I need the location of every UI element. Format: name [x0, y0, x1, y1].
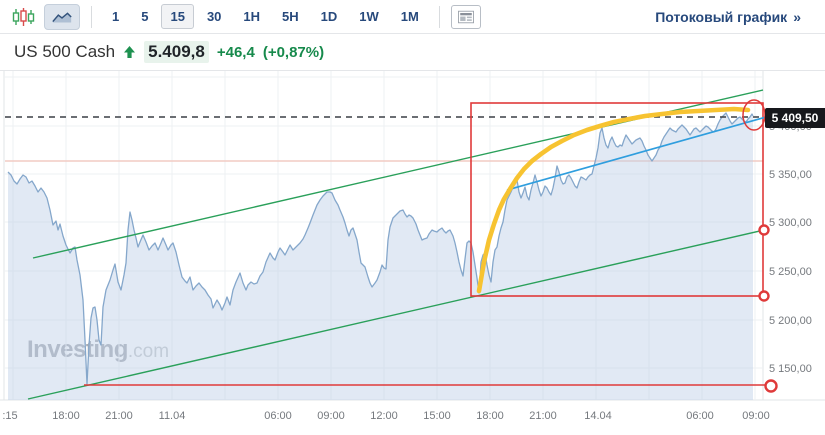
y-axis-tick-label: 5 250,00 [769, 266, 812, 278]
y-axis-tick-label: 5 300,00 [769, 217, 812, 229]
yellow-momentum-curve[interactable] [476, 106, 751, 294]
annotation-rectangle[interactable] [470, 102, 764, 297]
x-axis-tick-label: 14.04 [584, 410, 612, 422]
timeframe-button-1m[interactable]: 1M [392, 4, 428, 29]
y-axis-tick-label: 5 200,00 [769, 315, 812, 327]
watermark-light: .com [128, 341, 169, 362]
candlestick-chart-button[interactable] [10, 5, 37, 29]
news-panel-icon [457, 10, 474, 23]
news-panel-button[interactable] [450, 4, 481, 29]
annotation-drag-handle[interactable] [764, 379, 778, 393]
x-axis-tick-label: 11.04 [159, 410, 186, 422]
instrument-header: US 500 Cash 5.409,8 +46,4 (+0,87%) [0, 34, 825, 71]
streaming-chart-link[interactable]: Потоковый график » [655, 9, 801, 25]
timeframe-button-30[interactable]: 30 [198, 4, 230, 29]
timeframe-group: 1 5 15 30 1H 5H 1D 1W 1M [103, 4, 428, 29]
timeframe-button-5[interactable]: 5 [132, 4, 157, 29]
x-axis-tick-label: 06:00 [264, 410, 292, 422]
x-axis-tick-label: 21:00 [105, 410, 133, 422]
channel-lower-trendline[interactable] [27, 229, 765, 400]
timeframe-button-1w[interactable]: 1W [350, 4, 388, 29]
instrument-title: US 500 Cash [14, 42, 116, 61]
watermark-bold: Investing [27, 336, 128, 363]
timeframe-button-1h[interactable]: 1H [234, 4, 269, 29]
up-arrow-icon [124, 46, 136, 58]
chevron-right-icon: » [793, 8, 801, 25]
price-change-percent: (+0,87%) [262, 43, 325, 61]
x-axis-tick-label: 15:00 [423, 410, 451, 422]
x-axis-tick-label: 06:00 [686, 410, 714, 422]
x-axis-tick-label: :15 [2, 410, 17, 422]
price-line [7, 112, 754, 385]
chart-toolbar: 1 5 15 30 1H 5H 1D 1W 1M Потоковый график » [0, 0, 825, 34]
toolbar-divider [91, 5, 92, 28]
y-axis-tick-label: 5 350,00 [769, 169, 812, 181]
x-axis-tick-label: 18:00 [52, 410, 80, 422]
timeframe-button-1[interactable]: 1 [103, 4, 128, 29]
x-axis-tick-label: 12:00 [370, 410, 398, 422]
x-axis-tick-label: 09:00 [317, 410, 345, 422]
timeframe-button-1d[interactable]: 1D [312, 4, 347, 29]
timeframe-button-15[interactable]: 15 [161, 4, 194, 29]
annotation-drag-handle[interactable] [758, 290, 770, 302]
x-axis-tick-label: 09:00 [742, 410, 770, 422]
y-axis-tick-label: 5 150,00 [769, 363, 812, 375]
price-change: +46,4 [216, 43, 255, 61]
blue-trendline[interactable] [506, 116, 767, 191]
price-badge: 5 409,50 [765, 108, 825, 128]
streaming-chart-label: Потоковый график [655, 8, 788, 25]
investing-watermark: Investing.com [27, 338, 169, 362]
toolbar-divider [438, 5, 440, 28]
area-chart-icon [52, 11, 72, 22]
x-axis-tick-label: 18:00 [476, 410, 504, 422]
price-area-fill [8, 113, 753, 400]
x-axis-tick-label: 21:00 [529, 410, 557, 422]
last-price: 5.409,8 [144, 41, 209, 63]
timeframe-button-5h[interactable]: 5H [273, 4, 308, 29]
area-chart-button[interactable] [44, 3, 80, 30]
candlestick-icon [12, 7, 35, 26]
annotation-drag-handle[interactable] [758, 224, 770, 236]
